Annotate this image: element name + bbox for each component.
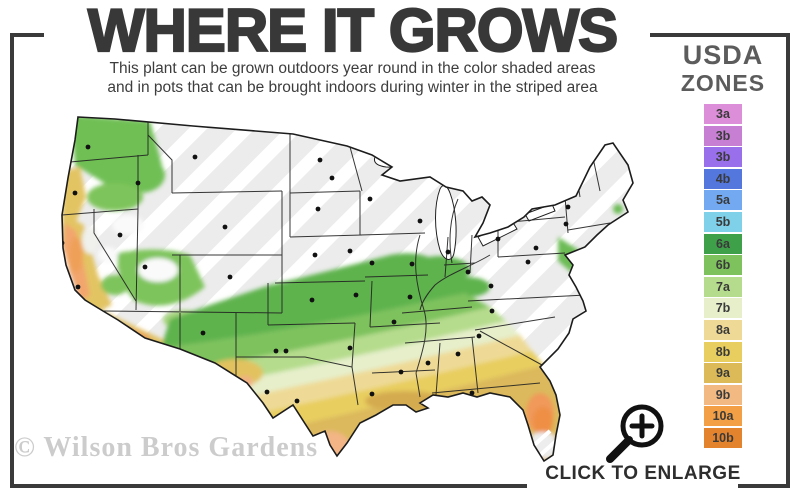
frame-bottom-left (10, 484, 527, 488)
subtitle-line-2: and in pots that can be brought indoors … (107, 79, 598, 96)
frame-top-left (10, 33, 44, 37)
zone-chip-3b: 3b (704, 125, 742, 146)
frame-left (10, 33, 14, 488)
zone-chip-7b: 7b (704, 298, 742, 319)
zone-chip-4b: 4b (704, 168, 742, 189)
zone-chip-8b: 8b (704, 341, 742, 362)
zone-chip-9a: 9a (704, 363, 742, 384)
frame-top-right (650, 33, 790, 37)
frame-right (786, 33, 790, 488)
zone-list: 3a 3b 3b 4b 5a 5b 6a 6b 7a 7b 8a 8b 9a 9b 10a 10b (660, 104, 786, 448)
subtitle-line-1: This plant can be grown outdoors year ro… (109, 60, 596, 77)
zone-chip-9b: 9b (704, 384, 742, 405)
legend-title-usda: USDA (682, 40, 764, 70)
us-outline (61, 116, 634, 463)
zone-chip-5b: 5b (704, 211, 742, 232)
click-to-enlarge-label[interactable]: CLICK TO ENLARGE (545, 463, 741, 484)
zone-chip-10b: 10b (704, 427, 742, 448)
zone-chip-7a: 7a (704, 276, 742, 297)
watermark: © Wilson Bros Gardens (14, 432, 319, 463)
legend-title-zones: ZONES (680, 70, 766, 96)
usda-zone-map[interactable] (20, 105, 660, 475)
zone-chip-3b: 3b (704, 147, 742, 168)
usda-zone-map-graphic[interactable] (20, 105, 660, 475)
florida-stripes (530, 429, 558, 459)
zone-chip-10a: 10a (704, 406, 742, 427)
subtitle: This plant can be grown outdoors year ro… (0, 59, 705, 97)
zone-chip-6a: 6a (704, 233, 742, 254)
magnifier-icon[interactable] (598, 392, 668, 468)
zone-chip-5a: 5a (704, 190, 742, 211)
city-dots (62, 144, 581, 444)
zone-chip-3a: 3a (704, 104, 742, 124)
zone-chip-6b: 6b (704, 255, 742, 276)
map-fill-layers (62, 117, 633, 461)
zone-chip-8a: 8a (704, 319, 742, 340)
frame-bottom-right (738, 484, 790, 488)
usda-zones-legend: USDA ZONES 3a 3b 3b 4b 5a 5b 6a 6b 7a 7b 8a 8b 9a 9b 1… (660, 40, 786, 448)
page-title: WHERE IT GROWS (87, 0, 620, 64)
state-borders (62, 121, 611, 406)
